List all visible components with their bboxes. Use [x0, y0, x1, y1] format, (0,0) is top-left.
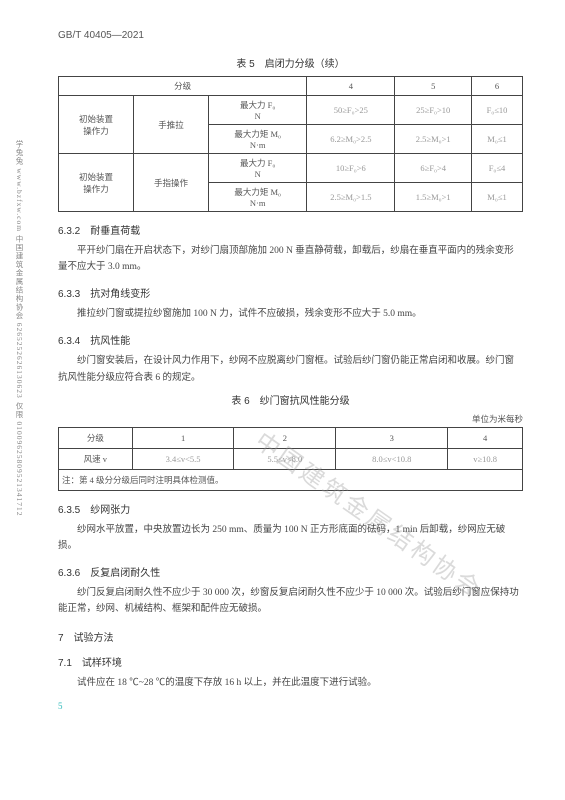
table6-unit: 单位为米每秒 — [58, 413, 523, 425]
t6-r1: 风速 v — [59, 448, 133, 469]
sec-635-para: 纱网水平放置，中央放置边长为 250 mm、质量为 100 N 正方形底面的砝码… — [58, 522, 523, 554]
t5-head-4: 4 — [307, 77, 395, 96]
table5-caption: 表 5 启闭力分级（续） — [58, 55, 523, 70]
t5-r1-c3: 最大力 F₀ N — [209, 96, 307, 125]
sec-635-title: 6.3.5 纱网张力 — [58, 501, 523, 516]
t5-r4-c4: 2.5≥M₀>1.5 — [307, 183, 395, 212]
table6: 分级 1 2 3 4 风速 v 3.4≤v<5.5 5.5≤v<8.0 8.0≤… — [58, 427, 523, 491]
sec-7-title: 7 试验方法 — [58, 629, 523, 644]
sec-634-para: 纱门窗安装后，在设计风力作用下，纱网不应脱离纱门窗框。试验后纱门窗仍能正常启闭和… — [58, 353, 523, 385]
sec-71-title: 7.1 试样环境 — [58, 654, 523, 669]
t5-r1-c5: 25≥F₀>10 — [395, 96, 472, 125]
table6-caption: 表 6 纱门窗抗风性能分级 — [58, 392, 523, 407]
t6-h4: 3 — [336, 427, 448, 448]
t5-r1-c1: 初始装置 操作力 — [59, 96, 134, 154]
t5-r2-c4: 6.2≥M₀>2.5 — [307, 125, 395, 154]
sec-632-title: 6.3.2 耐垂直荷载 — [58, 222, 523, 237]
t6-r5: v≥10.8 — [448, 448, 523, 469]
t6-h1: 分级 — [59, 427, 133, 448]
t6-h2: 1 — [132, 427, 234, 448]
t5-r1-c4: 50≥F₀>25 — [307, 96, 395, 125]
t5-r3-c5: 6≥F₀>4 — [395, 154, 472, 183]
t5-head-level: 分级 — [59, 77, 307, 96]
t5-head-5: 5 — [395, 77, 472, 96]
t5-r4-c5: 1.5≥M₀>1 — [395, 183, 472, 212]
sec-633-title: 6.3.3 抗对角线变形 — [58, 285, 523, 300]
t5-head-6: 6 — [472, 77, 523, 96]
t5-r3-c2: 手指操作 — [134, 154, 209, 212]
table5: 分级 4 5 6 初始装置 操作力 手推拉 最大力 F₀ N 50≥F₀>25 … — [58, 76, 523, 212]
t6-h5: 4 — [448, 427, 523, 448]
t6-r4: 8.0≤v<10.8 — [336, 448, 448, 469]
t5-r4-c3: 最大力矩 M₀ N·m — [209, 183, 307, 212]
sec-71-para: 试件应在 18 ℃~28 ℃的温度下存放 16 h 以上，并在此温度下进行试验。 — [58, 675, 523, 691]
t6-h3: 2 — [234, 427, 336, 448]
sec-632-para: 平开纱门扇在开启状态下，对纱门扇顶部施加 200 N 垂直静荷载，卸载后，纱扇在… — [58, 243, 523, 275]
t6-r3: 5.5≤v<8.0 — [234, 448, 336, 469]
t5-r2-c3: 最大力矩 M₀ N·m — [209, 125, 307, 154]
sec-633-para: 推拉纱门窗或提拉纱窗施加 100 N 力，试件不应破损，残余变形不应大于 5.0… — [58, 306, 523, 322]
t5-r1-c6: F₀≤10 — [472, 96, 523, 125]
t5-r3-c1: 初始装置 操作力 — [59, 154, 134, 212]
t6-note: 注：第 4 级分分级后同时注明具体检测值。 — [59, 469, 523, 490]
t5-r1-c2: 手推拉 — [134, 96, 209, 154]
sec-634-title: 6.3.4 抗风性能 — [58, 332, 523, 347]
t5-r3-c3: 最大力 F₀ N — [209, 154, 307, 183]
t5-r3-c6: F₀≤4 — [472, 154, 523, 183]
t5-r4-c6: M₀≤1 — [472, 183, 523, 212]
sec-636-para: 纱门反复启闭耐久性不应少于 30 000 次，纱窗反复启闭耐久性不应少于 10 … — [58, 585, 523, 617]
doc-header: GB/T 40405—2021 — [58, 30, 523, 41]
t5-r2-c5: 2.5≥M₀>1 — [395, 125, 472, 154]
sec-636-title: 6.3.6 反复启闭耐久性 — [58, 564, 523, 579]
page-number: 5 — [58, 701, 523, 711]
t6-r2: 3.4≤v<5.5 — [132, 448, 234, 469]
t5-r2-c6: M₀≤1 — [472, 125, 523, 154]
t5-r3-c4: 10≥F₀>6 — [307, 154, 395, 183]
